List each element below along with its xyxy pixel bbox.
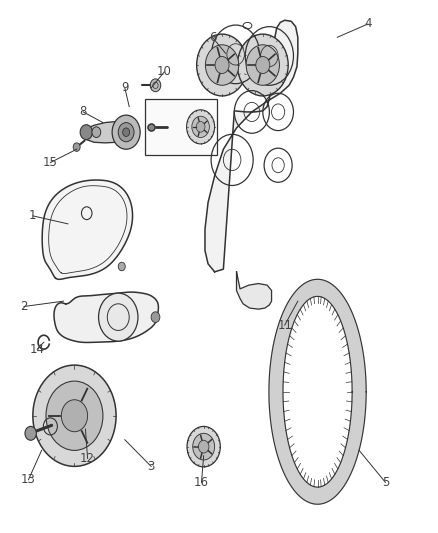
Text: 15: 15 <box>43 156 58 169</box>
Circle shape <box>150 79 161 92</box>
Text: 4: 4 <box>364 18 372 30</box>
Circle shape <box>151 312 160 322</box>
Text: 5: 5 <box>382 476 389 489</box>
Circle shape <box>256 56 270 74</box>
Text: 2: 2 <box>20 300 28 313</box>
Circle shape <box>197 34 247 96</box>
Circle shape <box>118 262 125 271</box>
Circle shape <box>187 110 215 144</box>
Polygon shape <box>205 20 298 272</box>
Circle shape <box>33 365 116 466</box>
Circle shape <box>73 143 80 151</box>
Text: 3: 3 <box>148 460 155 473</box>
Circle shape <box>118 123 134 142</box>
Text: 10: 10 <box>157 66 172 78</box>
Circle shape <box>196 122 205 132</box>
Polygon shape <box>84 122 128 143</box>
Text: 12: 12 <box>80 452 95 465</box>
Circle shape <box>25 426 36 440</box>
Text: 9: 9 <box>121 82 129 94</box>
Text: 1: 1 <box>29 209 37 222</box>
Text: 6: 6 <box>208 31 216 44</box>
Circle shape <box>198 440 209 453</box>
Text: 11: 11 <box>277 319 292 332</box>
Polygon shape <box>237 272 272 309</box>
Polygon shape <box>42 180 133 279</box>
Circle shape <box>99 293 138 341</box>
Circle shape <box>92 127 101 138</box>
Circle shape <box>215 56 229 74</box>
Circle shape <box>80 125 92 140</box>
Polygon shape <box>54 292 159 343</box>
Text: 14: 14 <box>30 343 45 356</box>
Polygon shape <box>269 279 366 504</box>
Bar <box>145 99 217 155</box>
Circle shape <box>246 45 279 85</box>
Circle shape <box>192 116 209 138</box>
Circle shape <box>187 426 220 467</box>
Circle shape <box>112 115 140 149</box>
Circle shape <box>61 400 88 432</box>
Circle shape <box>46 381 103 450</box>
Circle shape <box>237 34 288 96</box>
Text: 13: 13 <box>21 473 36 486</box>
Circle shape <box>205 45 239 85</box>
Text: 16: 16 <box>194 476 209 489</box>
Circle shape <box>123 128 130 136</box>
Circle shape <box>193 433 215 460</box>
Text: 8: 8 <box>80 106 87 118</box>
